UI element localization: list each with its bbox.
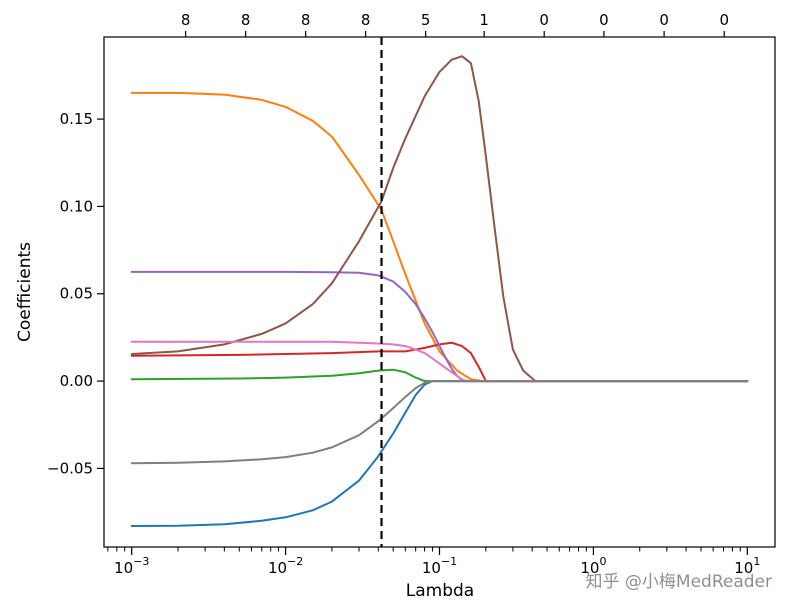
series-line-gray <box>130 380 749 465</box>
watermark: 知乎 @小梅MedReader <box>585 572 773 592</box>
svg-text:0: 0 <box>599 11 609 29</box>
svg-text:0.00: 0.00 <box>60 372 93 390</box>
svg-text:0: 0 <box>539 11 549 29</box>
svg-text:10−3: 10−3 <box>114 555 149 577</box>
svg-text:0: 0 <box>719 11 729 29</box>
x-axis-title: Lambda <box>405 581 475 601</box>
series-line-brown <box>130 55 749 383</box>
svg-text:10−1: 10−1 <box>422 555 457 577</box>
svg-text:8: 8 <box>361 11 371 29</box>
series-line-blue <box>130 380 749 527</box>
series-line-green <box>130 368 749 383</box>
svg-text:1: 1 <box>479 11 489 29</box>
top-axis-ticks: 8 8 8 8 5 1 0 0 0 0 <box>181 11 729 37</box>
svg-text:0.05: 0.05 <box>60 285 93 303</box>
series-line-orange <box>130 91 749 383</box>
x-axis-minor-ticks <box>107 547 741 552</box>
svg-text:8: 8 <box>181 11 191 29</box>
series-lines <box>130 55 749 527</box>
svg-text:5: 5 <box>421 11 431 29</box>
plot-frame <box>103 36 776 548</box>
svg-text:8: 8 <box>301 11 311 29</box>
svg-text:−0.05: −0.05 <box>47 459 93 477</box>
series-line-red <box>130 341 749 383</box>
series-line-pink <box>130 340 749 383</box>
y-axis-ticks: −0.05 0.00 0.05 0.10 0.15 <box>47 110 104 477</box>
svg-text:0.10: 0.10 <box>60 197 93 215</box>
svg-text:0.15: 0.15 <box>60 110 93 128</box>
svg-text:101: 101 <box>734 555 760 577</box>
svg-text:8: 8 <box>241 11 251 29</box>
y-axis-title: Coefficients <box>15 242 35 342</box>
svg-text:0: 0 <box>659 11 669 29</box>
svg-text:100: 100 <box>580 555 606 577</box>
svg-text:10−2: 10−2 <box>268 555 303 577</box>
x-axis-ticks: 10−3 10−2 10−1 100 101 <box>114 547 760 577</box>
